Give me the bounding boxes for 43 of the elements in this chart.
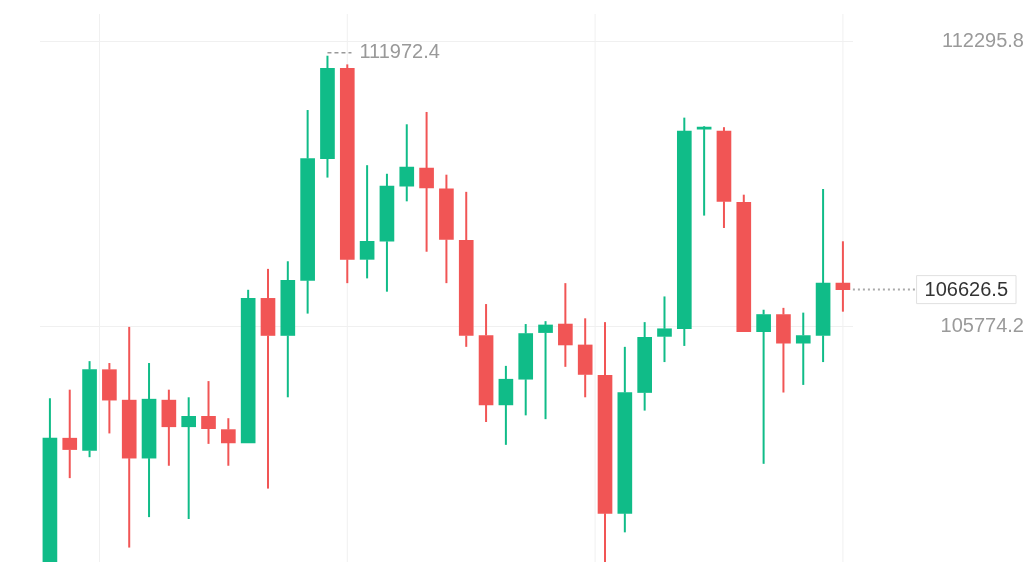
candlestick [518, 323, 534, 417]
candlestick [359, 164, 375, 280]
candlestick [458, 190, 474, 348]
candlestick [399, 123, 415, 203]
y-tick-label: 112295.8 [942, 29, 1024, 52]
candlestick [320, 54, 335, 179]
candlestick [795, 311, 811, 386]
candlestick [676, 116, 692, 347]
candlestick [835, 240, 851, 313]
candlestick [815, 188, 831, 364]
candlestick [82, 360, 97, 459]
annotation: 111972.4 [359, 40, 440, 63]
candlestick [300, 109, 315, 315]
candlestick [201, 380, 216, 445]
candlestick [538, 320, 553, 421]
candlestick [419, 110, 434, 253]
ref-line-label: 106626.5 [924, 278, 1008, 301]
candlestick [478, 303, 494, 423]
candlestick [221, 417, 236, 467]
candlestick [439, 173, 454, 285]
candlestick [617, 345, 633, 534]
candlestick [756, 308, 771, 465]
candlestick [42, 397, 58, 562]
candlestick [260, 267, 276, 490]
candlestick [379, 172, 395, 293]
candlestick [716, 126, 732, 229]
candlestick [121, 325, 137, 549]
candlestick [776, 306, 791, 394]
candlestick [161, 388, 177, 467]
candlestick [240, 288, 256, 444]
candlestick [62, 388, 78, 480]
candlestick [102, 362, 117, 435]
candlestick [577, 317, 593, 399]
candlestick [141, 362, 157, 519]
candlestick [597, 321, 613, 563]
candlestick [498, 364, 514, 446]
candlestick [736, 193, 752, 332]
candlestick [558, 282, 573, 368]
candlestick [657, 295, 672, 364]
candlestick [637, 321, 652, 412]
y-tick-label: 105774.2 [940, 314, 1024, 337]
candlestick [181, 396, 197, 520]
candlestick [280, 260, 296, 399]
